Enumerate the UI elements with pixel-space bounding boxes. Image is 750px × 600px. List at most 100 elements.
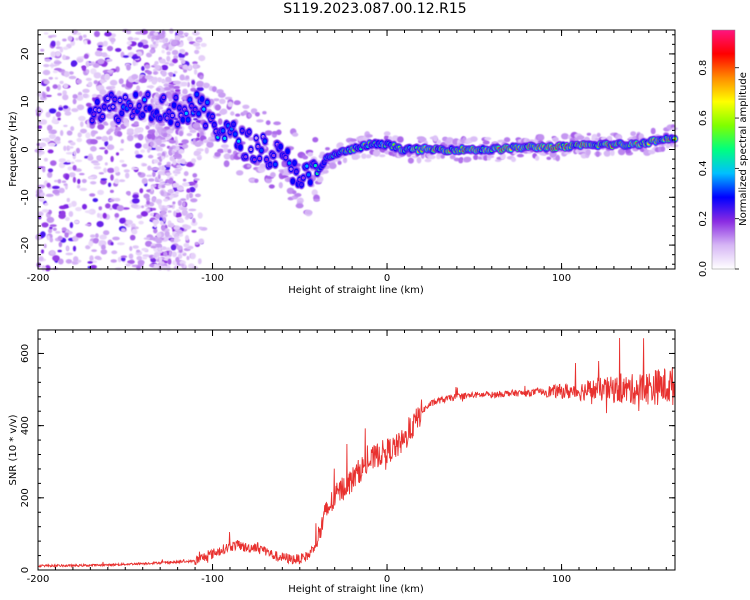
noise-speckle [146, 174, 153, 177]
noise-speckle [113, 166, 120, 173]
noise-speckle [196, 86, 204, 92]
noise-speckle [196, 193, 201, 197]
noise-speckle [161, 155, 165, 160]
noise-speckle [96, 47, 103, 52]
noise-speckle [161, 236, 169, 242]
noise-speckle [50, 51, 56, 58]
noise-speckle [178, 44, 183, 47]
noise-speckle [120, 139, 124, 144]
noise-speckle [149, 189, 154, 195]
noise-speckle [173, 54, 179, 60]
noise-speckle [97, 189, 104, 195]
noise-speckle [182, 252, 187, 257]
noise-speckle [148, 154, 154, 159]
noise-speckle [37, 211, 44, 216]
spectral-halo [87, 81, 93, 87]
spectral-halo [586, 132, 592, 136]
noise-speckle [91, 249, 97, 253]
noise-speckle [155, 87, 161, 92]
noise-speckle [172, 201, 176, 205]
noise-speckle [57, 179, 62, 184]
spectral-halo [196, 80, 205, 88]
spectral-halo [116, 90, 122, 97]
noise-speckle [40, 119, 48, 125]
noise-speckle [172, 260, 177, 266]
noise-speckle [85, 223, 91, 226]
spectral-halo [500, 152, 506, 160]
noise-speckle [168, 250, 173, 257]
spectral-ridge-core [88, 109, 92, 113]
noise-speckle [72, 94, 78, 99]
noise-speckle [155, 198, 162, 204]
spectral-halo [270, 172, 276, 178]
spectral-halo [236, 170, 244, 176]
noise-speckle [47, 171, 53, 178]
spectral-ridge-core [158, 116, 162, 120]
noise-speckle [127, 260, 135, 264]
noise-speckle [101, 244, 106, 250]
spectral-ridge-core [252, 158, 256, 162]
noise-speckle [154, 176, 159, 182]
noise-speckle [191, 229, 197, 233]
noise-speckle [153, 228, 158, 234]
spectral-ridge-core [254, 136, 258, 140]
spectral-ridge-core [212, 123, 216, 127]
y-tick-label: -20 [20, 237, 31, 253]
noise-speckle [140, 211, 148, 217]
noise-speckle [179, 49, 185, 54]
noise-speckle [173, 210, 177, 217]
noise-speckle [48, 228, 53, 234]
noise-speckle [68, 71, 74, 75]
noise-speckle [156, 232, 162, 239]
spectral-ridge-core [221, 129, 225, 133]
noise-speckle [82, 34, 87, 38]
noise-speckle [41, 209, 50, 213]
noise-speckle [48, 108, 57, 114]
spectral-ridge-core [101, 115, 105, 119]
noise-speckle [164, 230, 170, 238]
spectral-halo [138, 90, 143, 97]
noise-speckle [101, 52, 108, 58]
noise-speckle [68, 172, 76, 178]
noise-speckle [166, 161, 171, 166]
noise-speckle [190, 221, 198, 226]
noise-speckle [105, 203, 111, 209]
noise-speckle [172, 170, 177, 174]
spectral-ridge-core [95, 100, 99, 104]
noise-speckle [45, 111, 51, 118]
spectral-halo [217, 148, 224, 154]
spectral-halo [503, 137, 511, 143]
spectral-ridge-core [141, 113, 145, 117]
noise-speckle [78, 35, 83, 41]
spectral-ridge-core [170, 113, 174, 118]
noise-speckle [150, 167, 158, 171]
noise-speckle [78, 115, 86, 122]
noise-speckle [117, 242, 125, 246]
noise-speckle [93, 237, 99, 244]
colorbar-tick-label: 0.2 [698, 211, 709, 227]
noise-speckle [121, 163, 128, 168]
noise-speckle [157, 77, 162, 83]
noise-speckle [163, 86, 171, 91]
spectral-halo [99, 89, 107, 96]
noise-speckle [182, 201, 186, 207]
noise-speckle [58, 187, 65, 194]
colorbar-tick-label: 0.4 [698, 160, 709, 176]
spectral-halo [206, 141, 214, 148]
noise-speckle [185, 213, 194, 219]
noise-speckle [64, 231, 69, 238]
noise-speckle [154, 243, 162, 248]
noise-speckle [63, 145, 67, 151]
noise-speckle [39, 142, 47, 148]
colorbar: 0.0 0.2 0.4 0.6 0.8 Normalized spectral ampl… [698, 29, 749, 277]
spectral-ridge-core [97, 108, 101, 112]
spectral-ridge-core [238, 145, 242, 149]
noise-speckle [59, 80, 64, 85]
noise-speckle [89, 255, 94, 262]
noise-speckle [182, 182, 190, 187]
noise-speckle [166, 55, 171, 62]
noise-speckle [109, 189, 114, 193]
noise-speckle [99, 147, 106, 150]
spectral-ridge-core [118, 98, 122, 102]
noise-speckle [152, 219, 160, 225]
